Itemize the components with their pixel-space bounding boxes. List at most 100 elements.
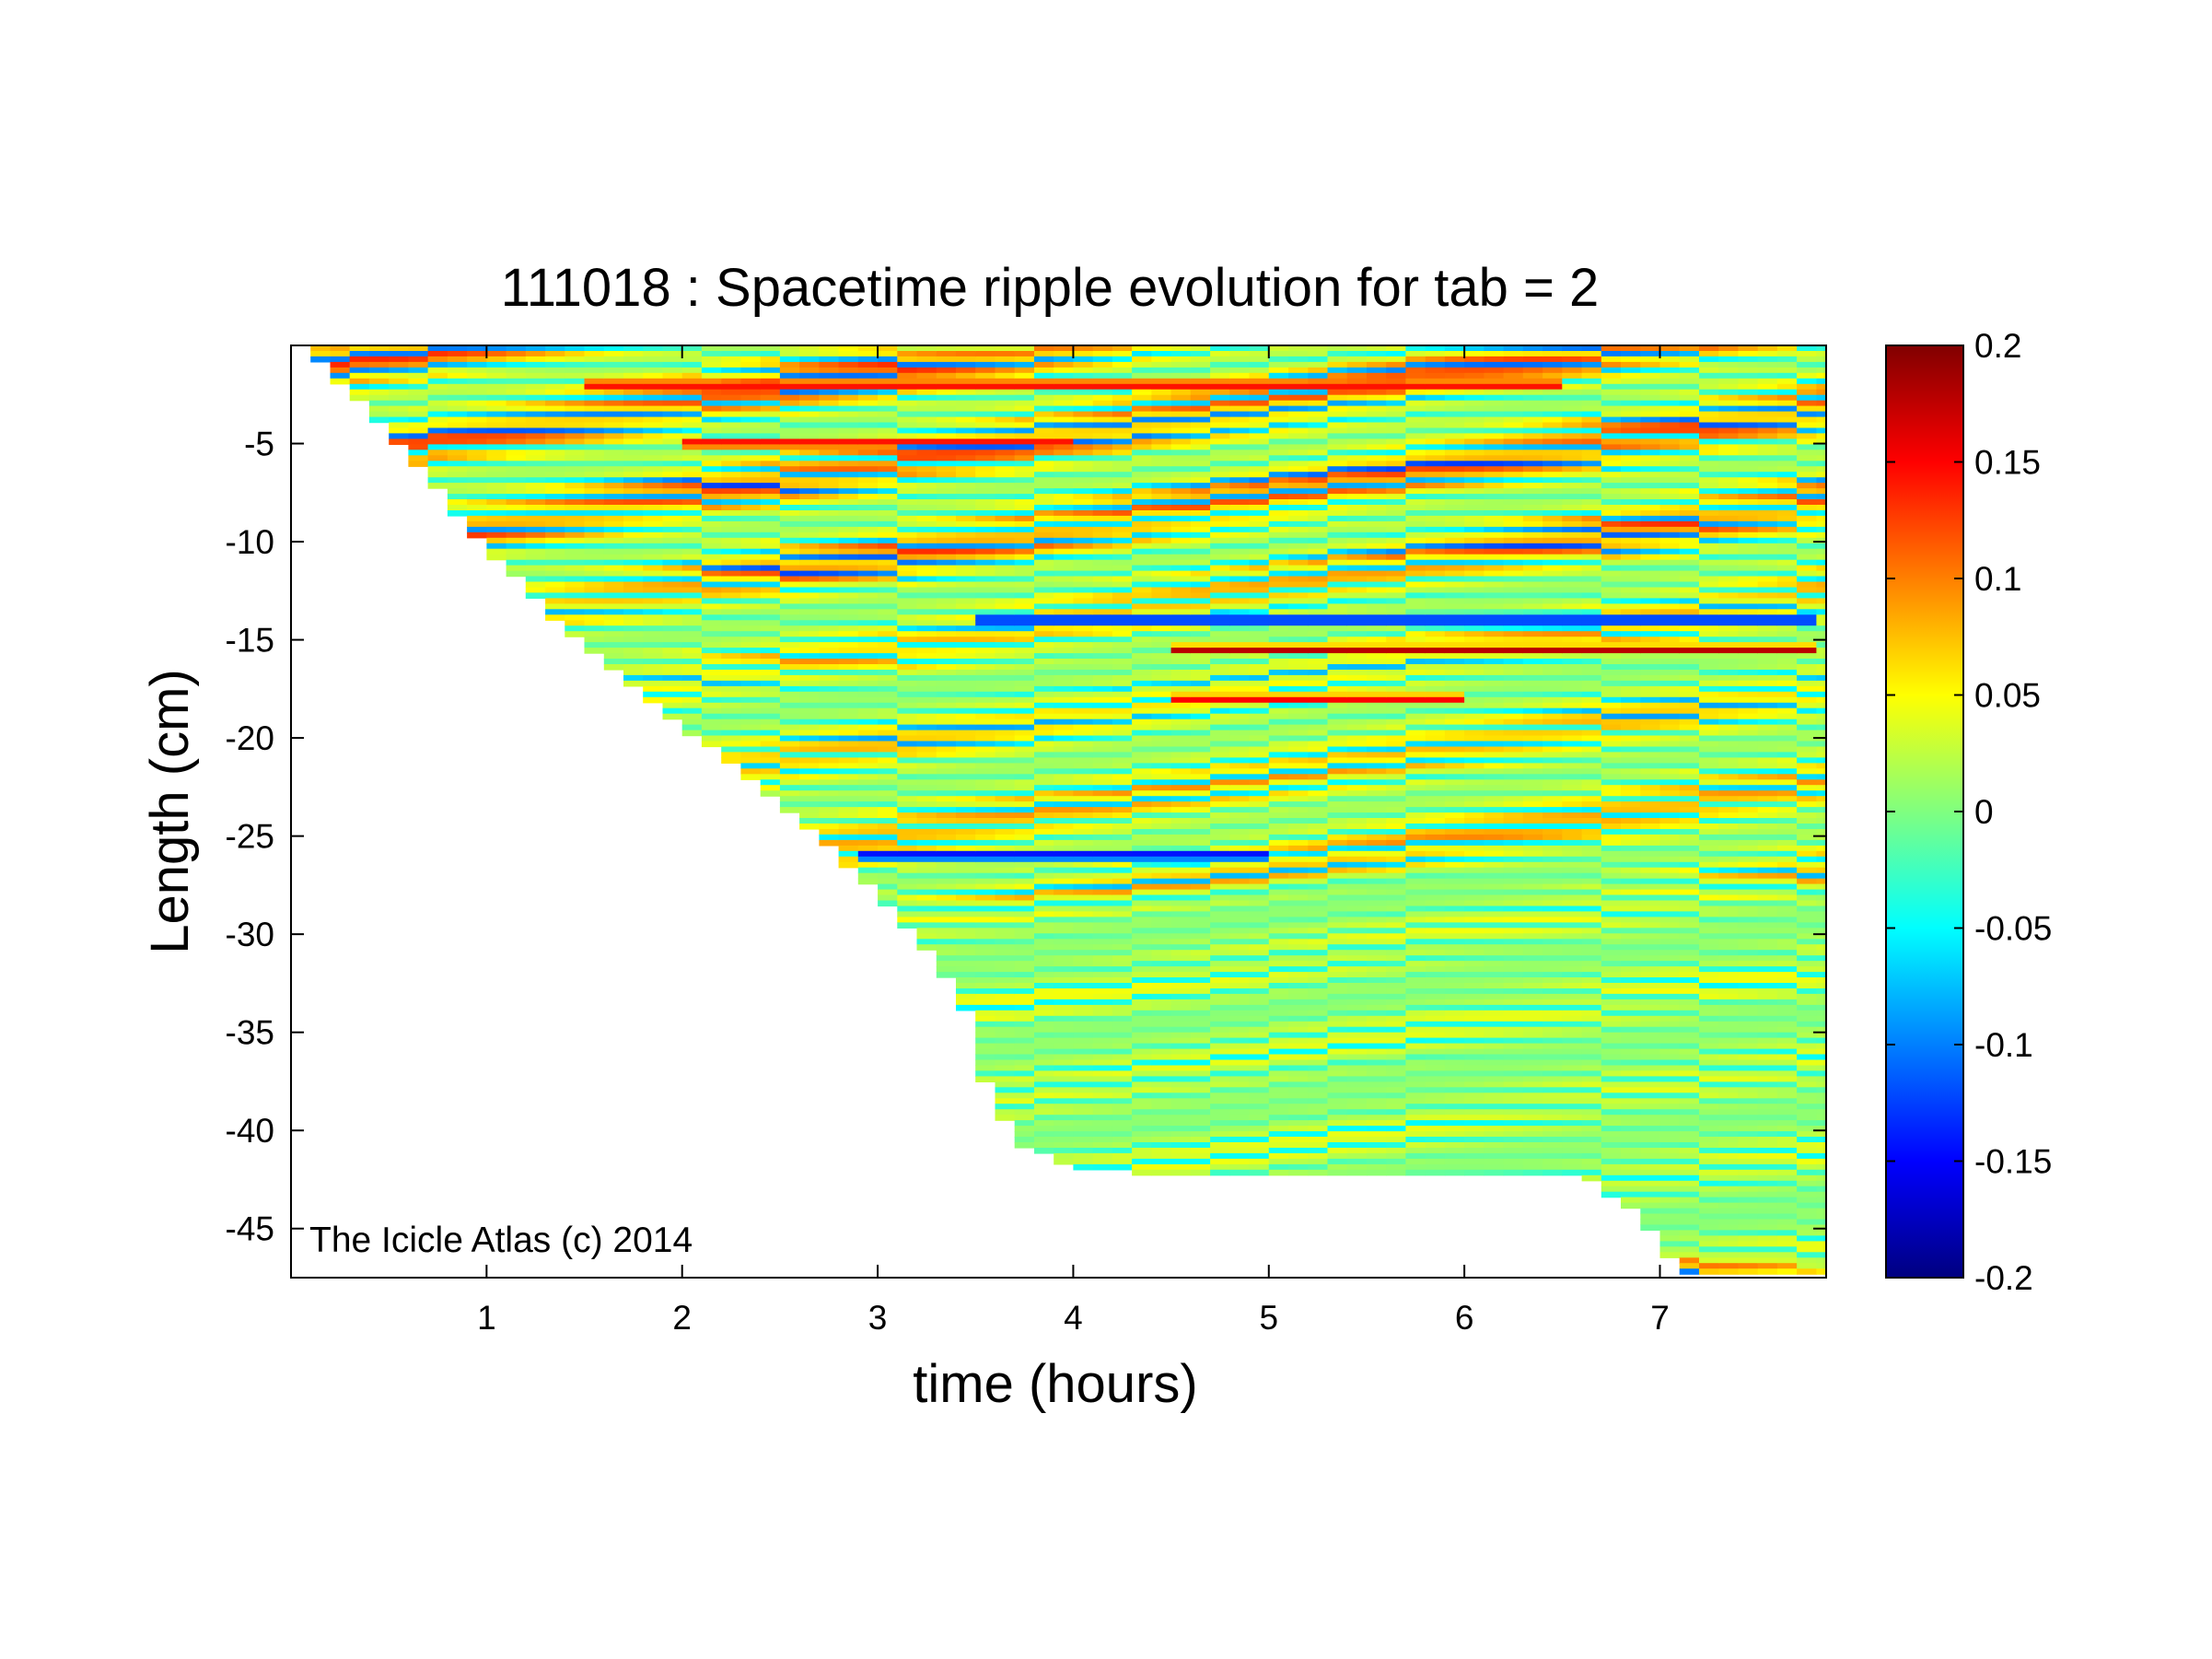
heatmap-cell xyxy=(995,988,1016,995)
heatmap-cell xyxy=(467,532,487,539)
heatmap-cell xyxy=(525,378,546,385)
heatmap-cell xyxy=(1112,1037,1133,1045)
heatmap-cell xyxy=(1092,696,1113,704)
heatmap-cell xyxy=(1288,394,1309,402)
heatmap-cell xyxy=(1014,983,1035,989)
heatmap-cell xyxy=(506,438,527,445)
heatmap-cell xyxy=(1151,872,1172,880)
heatmap-cell xyxy=(995,609,1016,615)
heatmap-cell xyxy=(1210,1015,1230,1022)
heatmap-cell xyxy=(1073,829,1094,835)
heatmap-cell xyxy=(1327,461,1348,467)
heatmap-cell xyxy=(1151,713,1172,720)
heatmap-cell xyxy=(799,598,820,604)
heatmap-cell xyxy=(1229,372,1251,380)
heatmap-cell xyxy=(857,603,879,610)
heatmap-cell xyxy=(1034,455,1054,461)
heatmap-cell xyxy=(584,592,605,599)
heatmap-cell xyxy=(1014,1109,1035,1116)
heatmap-cell xyxy=(1249,724,1270,731)
heatmap-cell xyxy=(916,510,937,517)
heatmap-cell xyxy=(936,878,957,885)
heatmap-cell xyxy=(995,1032,1016,1039)
heatmap-cell xyxy=(1210,592,1230,599)
heatmap-cell xyxy=(760,450,781,456)
heatmap-cell xyxy=(956,867,976,874)
heatmap-cell xyxy=(545,422,565,429)
heatmap-cell xyxy=(1229,455,1251,461)
heatmap-cell xyxy=(1288,444,1309,450)
heatmap-cell xyxy=(701,510,722,517)
heatmap-cell xyxy=(1327,1142,1348,1149)
heatmap-cell xyxy=(1346,559,1368,567)
heatmap-cell xyxy=(1054,933,1074,940)
heatmap-cell xyxy=(1190,1104,1211,1110)
heatmap-cell xyxy=(1054,1087,1074,1093)
heatmap-cell xyxy=(467,455,487,461)
heatmap-cell xyxy=(1327,785,1348,791)
heatmap-cell xyxy=(1229,757,1251,764)
heatmap-cell xyxy=(584,515,605,522)
heatmap-cell xyxy=(857,356,879,363)
heatmap-cell xyxy=(1288,1054,1309,1061)
heatmap-cell xyxy=(662,707,683,715)
heatmap-cell xyxy=(995,543,1016,550)
heatmap-cell xyxy=(681,696,703,704)
heatmap-cell xyxy=(1268,796,1289,802)
heatmap-cell xyxy=(1170,598,1192,604)
heatmap-cell xyxy=(721,757,741,764)
heatmap-cell xyxy=(916,526,937,533)
heatmap-cell xyxy=(721,411,741,418)
heatmap-cell xyxy=(995,587,1016,594)
heatmap-cell xyxy=(1073,856,1094,863)
heatmap-cell xyxy=(1327,966,1348,973)
heatmap-cell xyxy=(1249,674,1270,682)
heatmap-cell xyxy=(643,576,663,583)
heatmap-cell xyxy=(623,372,644,380)
heatmap-cell xyxy=(545,494,565,500)
heatmap-cell xyxy=(995,1087,1016,1093)
heatmap-cell xyxy=(819,824,840,830)
heatmap-cell xyxy=(878,702,898,709)
heatmap-cell xyxy=(1210,598,1230,604)
heatmap-cell xyxy=(1132,839,1152,847)
heatmap-cell xyxy=(662,614,683,621)
heatmap-cell xyxy=(603,361,624,368)
heatmap-cell xyxy=(1092,648,1113,654)
heatmap-cell xyxy=(975,966,995,973)
heatmap-cell xyxy=(1151,664,1172,671)
heatmap-cell xyxy=(1327,961,1348,967)
heatmap-cell xyxy=(623,631,644,637)
heatmap-cell xyxy=(956,405,976,413)
heatmap-cell xyxy=(936,609,957,615)
heatmap-cell xyxy=(701,416,722,424)
heatmap-cell xyxy=(662,620,683,626)
heatmap-cell xyxy=(1092,356,1113,363)
heatmap-cell xyxy=(1170,829,1192,835)
heatmap-cell xyxy=(1014,400,1035,407)
heatmap-cell xyxy=(1014,411,1035,418)
heatmap-cell xyxy=(916,872,937,880)
heatmap-cell xyxy=(1249,1092,1270,1099)
heatmap-cell xyxy=(975,537,995,544)
heatmap-cell xyxy=(956,905,976,913)
heatmap-cell xyxy=(1092,911,1113,917)
heatmap-cell xyxy=(897,505,918,511)
heatmap-cell xyxy=(427,351,448,357)
heatmap-cell xyxy=(1170,950,1192,956)
heatmap-cell xyxy=(1034,494,1054,500)
heatmap-cell xyxy=(975,416,995,424)
heatmap-cell xyxy=(1132,999,1152,1006)
heatmap-cell xyxy=(1249,472,1270,478)
heatmap-cell xyxy=(1249,702,1270,709)
heatmap-cell xyxy=(349,394,370,402)
heatmap-cell xyxy=(603,625,624,632)
heatmap-cell xyxy=(1327,872,1348,880)
heatmap-cell xyxy=(1034,801,1054,808)
heatmap-cell xyxy=(1327,394,1348,402)
heatmap-cell xyxy=(1092,1081,1113,1088)
heatmap-cell xyxy=(565,389,586,396)
heatmap-cell xyxy=(878,576,898,583)
heatmap-cell xyxy=(1073,966,1094,973)
heatmap-cell xyxy=(799,472,820,478)
